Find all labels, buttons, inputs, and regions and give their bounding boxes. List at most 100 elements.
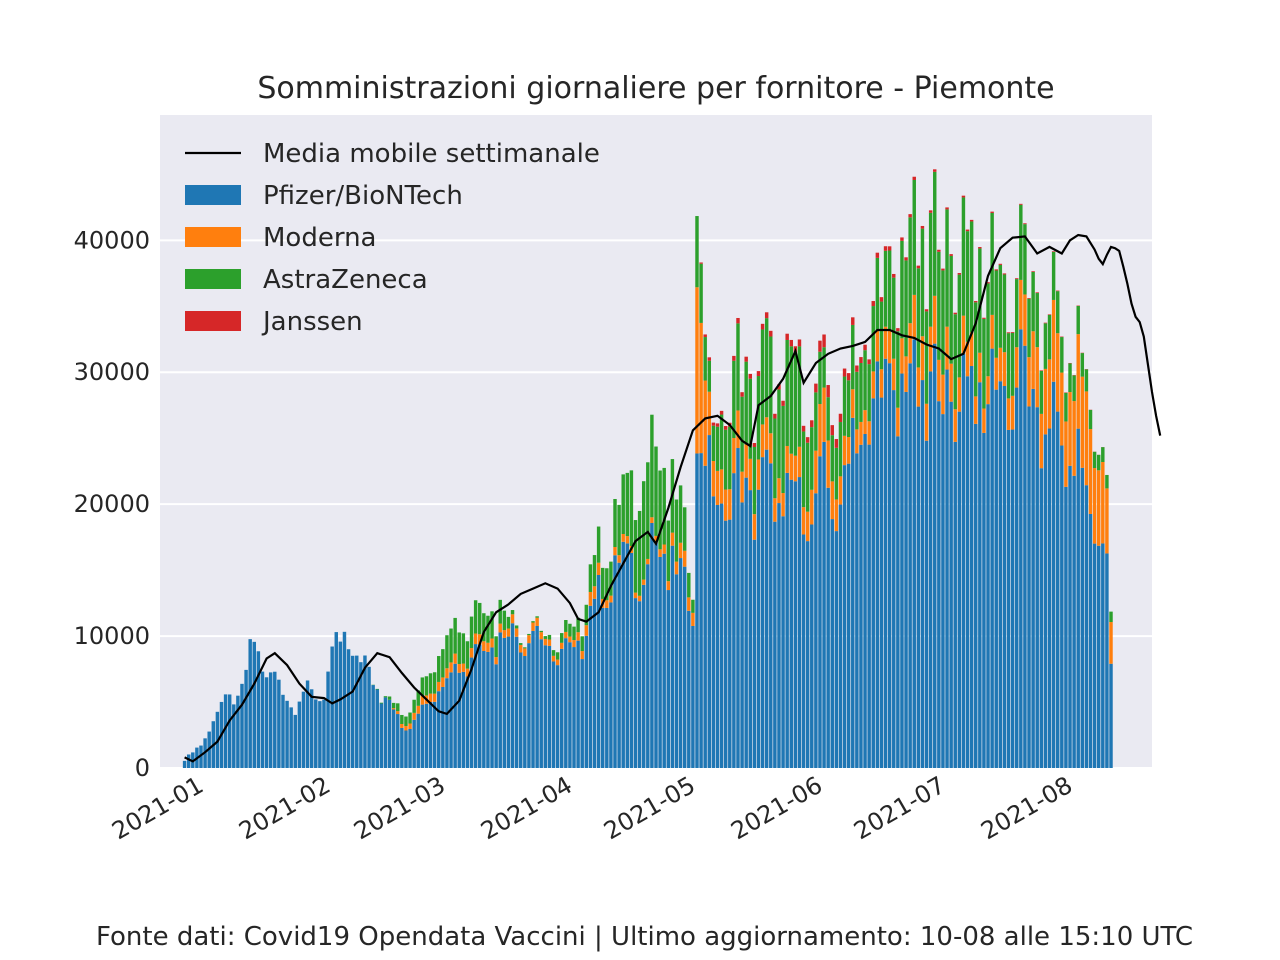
bar-astrazeneca <box>814 392 818 451</box>
bar-astrazeneca <box>887 250 892 331</box>
bar-astrazeneca <box>957 274 962 378</box>
bar-pfizer-biontech <box>1002 385 1007 768</box>
bar-pfizer-biontech <box>240 683 244 768</box>
bar-pfizer-biontech <box>855 453 859 768</box>
bar-astrazeneca <box>875 257 880 331</box>
bar-astrazeneca <box>478 602 482 635</box>
bar-janssen <box>810 420 814 428</box>
bar-moderna <box>892 358 896 391</box>
bar-pfizer-biontech <box>182 760 187 768</box>
bar-janssen <box>859 357 863 363</box>
bar-pfizer-biontech <box>641 584 646 768</box>
bar-moderna <box>461 663 466 672</box>
bar-pfizer-biontech <box>1043 434 1048 768</box>
bar-pfizer-biontech <box>416 713 420 768</box>
bar-pfizer-biontech <box>289 707 293 768</box>
bar-moderna <box>641 579 646 585</box>
bar-janssen <box>871 301 875 307</box>
bar-astrazeneca <box>412 699 416 713</box>
bar-astrazeneca <box>1002 274 1007 353</box>
bar-moderna <box>924 403 929 441</box>
bar-moderna <box>703 380 707 466</box>
bar-janssen <box>1023 223 1027 225</box>
bar-astrazeneca <box>1109 611 1113 623</box>
bar-pfizer-biontech <box>933 343 937 768</box>
bar-pfizer-biontech <box>326 671 330 768</box>
bar-moderna <box>523 648 527 656</box>
bar-janssen <box>826 385 830 398</box>
bar-moderna <box>695 287 699 454</box>
bar-pfizer-biontech <box>342 631 347 768</box>
bar-pfizer-biontech <box>568 642 572 768</box>
bar-moderna <box>609 595 613 603</box>
bar-pfizer-biontech <box>748 490 753 768</box>
bar-astrazeneca <box>1064 392 1068 422</box>
bar-pfizer-biontech <box>223 694 228 768</box>
bar-moderna <box>580 651 584 660</box>
bar-moderna <box>842 435 847 466</box>
bar-pfizer-biontech <box>486 651 490 768</box>
bar-pfizer-biontech <box>199 745 203 768</box>
bar-astrazeneca <box>625 472 630 537</box>
bar-moderna <box>908 323 912 364</box>
bar-pfizer-biontech <box>437 691 441 768</box>
bar-moderna <box>674 561 679 575</box>
bar-astrazeneca <box>691 599 695 613</box>
bar-moderna <box>756 459 761 490</box>
bar-moderna <box>1055 333 1060 412</box>
bar-moderna <box>781 493 785 517</box>
bar-pfizer-biontech <box>1051 381 1056 768</box>
bar-pfizer-biontech <box>892 390 896 768</box>
bar-moderna <box>1047 359 1052 429</box>
bar-pfizer-biontech <box>338 641 343 768</box>
bar-pfizer-biontech <box>260 671 265 768</box>
bar-astrazeneca <box>998 264 1003 348</box>
bar-moderna <box>777 478 781 504</box>
bar-pfizer-biontech <box>781 516 785 768</box>
bar-moderna <box>412 712 416 720</box>
bar-janssen <box>916 265 921 269</box>
bar-astrazeneca <box>482 613 486 642</box>
bar-astrazeneca <box>715 426 720 471</box>
bar-pfizer-biontech <box>490 647 494 768</box>
bar-moderna <box>1039 413 1044 469</box>
bar-astrazeneca <box>1101 447 1105 462</box>
bar-astrazeneca <box>535 616 539 618</box>
bar-moderna <box>900 338 904 374</box>
bar-pfizer-biontech <box>859 444 863 768</box>
bar-moderna <box>859 421 863 445</box>
bar-pfizer-biontech <box>506 636 511 768</box>
bar-pfizer-biontech <box>391 709 396 768</box>
bar-moderna <box>588 591 593 606</box>
bar-astrazeneca <box>830 435 834 482</box>
bar-moderna <box>559 642 564 649</box>
bar-moderna <box>1006 398 1011 430</box>
bar-pfizer-biontech <box>535 625 539 768</box>
bar-moderna <box>396 711 400 715</box>
bar-moderna <box>896 407 900 437</box>
bar-pfizer-biontech <box>547 645 552 768</box>
bar-astrazeneca <box>617 504 621 556</box>
bar-pfizer-biontech <box>674 574 679 768</box>
bar-janssen <box>1006 332 1011 334</box>
bar-astrazeneca <box>773 418 777 499</box>
bar-janssen <box>1043 322 1048 324</box>
bar-astrazeneca <box>1105 475 1109 489</box>
y-tick-label: 0 <box>135 754 150 782</box>
bar-astrazeneca <box>1006 333 1011 399</box>
bar-moderna <box>814 450 818 494</box>
bar-pfizer-biontech <box>695 453 699 768</box>
bar-astrazeneca <box>871 306 875 372</box>
bar-pfizer-biontech <box>982 432 986 768</box>
y-tick-label: 20000 <box>74 490 150 518</box>
bar-moderna <box>400 724 404 728</box>
bar-pfizer-biontech <box>469 657 474 768</box>
bar-moderna <box>879 369 884 398</box>
bar-pfizer-biontech <box>867 444 871 768</box>
bar-moderna <box>789 453 793 480</box>
bar-moderna <box>916 367 921 407</box>
bar-astrazeneca <box>551 650 556 656</box>
x-tick-label: 2021-08 <box>976 771 1077 845</box>
bar-pfizer-biontech <box>301 691 306 768</box>
